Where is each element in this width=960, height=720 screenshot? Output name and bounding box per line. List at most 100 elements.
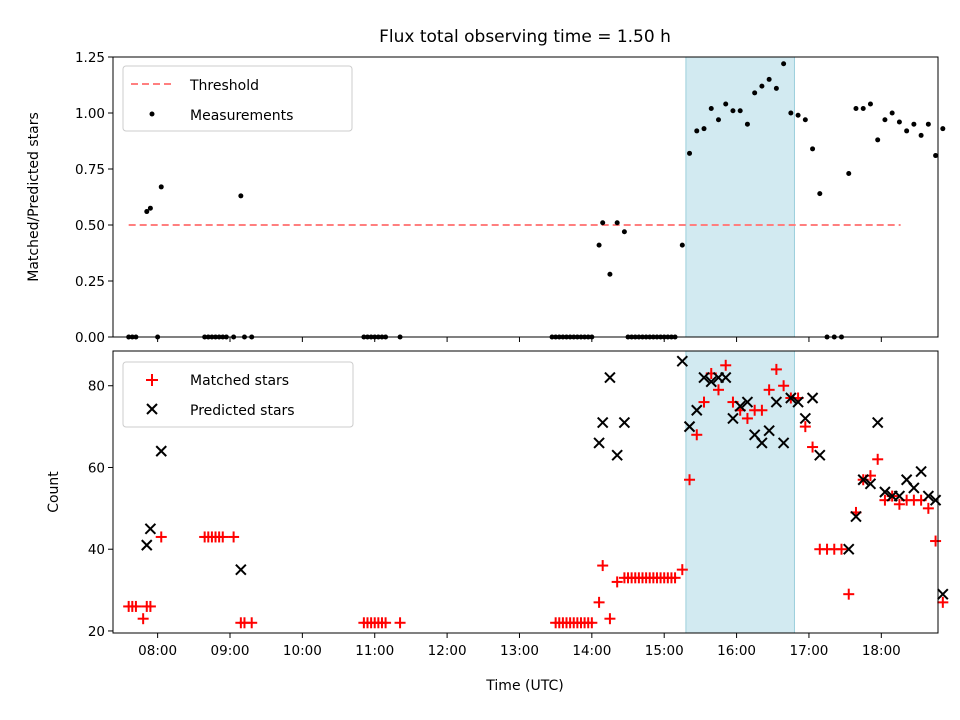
predicted-stars-point bbox=[814, 449, 826, 461]
matched-stars-point bbox=[799, 421, 811, 433]
observing-span-rect bbox=[685, 350, 795, 634]
legend-threshold-label: Threshold bbox=[189, 78, 259, 94]
matched-stars-point bbox=[937, 596, 949, 608]
matched-stars-point bbox=[836, 543, 848, 555]
measurements-point bbox=[795, 112, 801, 118]
matched-stars-point bbox=[394, 617, 406, 629]
y-tick-label: 20 bbox=[88, 624, 105, 640]
matched-stars-point bbox=[137, 613, 149, 625]
matched-stars-point bbox=[130, 600, 142, 612]
measurements-point bbox=[940, 126, 946, 132]
legend-predicted-label: Predicted stars bbox=[190, 403, 295, 419]
measurements-point bbox=[238, 193, 244, 199]
predicted-stars-point bbox=[770, 396, 783, 408]
measurements-point bbox=[773, 85, 779, 91]
matched-stars-point bbox=[807, 441, 819, 453]
predicted-stars-point bbox=[705, 375, 717, 388]
predicted-stars-point bbox=[799, 412, 812, 425]
predicted-stars-point bbox=[611, 449, 623, 461]
x-tick-label: 14:00 bbox=[572, 643, 611, 659]
matched-stars-point bbox=[228, 531, 240, 543]
predicted-stars-point bbox=[763, 424, 775, 437]
highlight-span bbox=[685, 350, 795, 634]
predicted-stars-point bbox=[806, 392, 819, 404]
measurements-point bbox=[679, 242, 685, 248]
predicted-stars-point bbox=[144, 523, 157, 535]
y-tick-label: 0.50 bbox=[75, 218, 105, 234]
predicted-stars-point bbox=[596, 416, 609, 429]
measurements-point bbox=[788, 110, 794, 116]
predicted-stars-point bbox=[593, 437, 605, 449]
measurements-point bbox=[918, 132, 924, 138]
matched-stars-point bbox=[586, 617, 598, 629]
measurements-point bbox=[752, 90, 758, 96]
measurements-point bbox=[614, 220, 620, 226]
predicted-stars-point bbox=[843, 543, 855, 555]
predicted-stars-point bbox=[720, 371, 732, 384]
predicted-stars-point bbox=[141, 539, 153, 551]
matched-stars-point bbox=[893, 498, 905, 510]
x-tick-label: 13:00 bbox=[500, 643, 539, 659]
predicted-stars-point bbox=[756, 437, 768, 449]
measurements-point bbox=[723, 101, 729, 107]
count-series bbox=[123, 355, 949, 629]
measurements-point bbox=[147, 205, 153, 211]
measurements-point bbox=[911, 121, 917, 127]
matched-stars-point bbox=[593, 596, 605, 608]
measurements-point bbox=[600, 220, 606, 226]
predicted-stars-point bbox=[908, 482, 920, 494]
matched-stars-point bbox=[756, 404, 768, 416]
matched-stars-point bbox=[843, 588, 855, 600]
predicted-stars-point bbox=[691, 404, 703, 416]
matched-stars-point bbox=[676, 564, 688, 576]
y-tick-label: 0.75 bbox=[75, 162, 105, 178]
matched-stars-point bbox=[380, 617, 392, 629]
measurements-point bbox=[896, 119, 902, 125]
measurements-point bbox=[607, 271, 613, 277]
measurements-point bbox=[158, 184, 164, 190]
measurements-point bbox=[144, 209, 150, 215]
measurements-point bbox=[730, 108, 736, 114]
y-tick-label: 80 bbox=[88, 379, 105, 395]
legend-matched-label: Matched stars bbox=[190, 373, 289, 389]
plot-frame bbox=[112, 350, 939, 634]
measurements-point bbox=[904, 128, 910, 134]
y-axis-label-ratio: Matched/Predicted stars bbox=[26, 112, 42, 282]
predicted-stars-point bbox=[879, 486, 891, 498]
plot-frame bbox=[112, 56, 939, 338]
matched-stars-point bbox=[922, 502, 934, 514]
measurements-point bbox=[621, 229, 627, 235]
predicted-stars-point bbox=[864, 478, 877, 490]
measurements-point bbox=[759, 83, 765, 89]
predicted-stars-point bbox=[937, 588, 949, 600]
measurements-point bbox=[846, 170, 852, 176]
matched-stars-point bbox=[763, 384, 775, 396]
measurements-point bbox=[694, 128, 700, 134]
matched-stars-point bbox=[691, 429, 703, 441]
measurements-point bbox=[882, 117, 888, 123]
matched-stars-point bbox=[930, 535, 942, 547]
y-tick-label: 40 bbox=[88, 542, 105, 558]
measurements-point bbox=[875, 137, 881, 143]
matched-stars-point bbox=[604, 613, 616, 625]
legend-matched-swatch bbox=[146, 374, 158, 386]
measurements-point bbox=[715, 117, 721, 123]
x-tick-label: 08:00 bbox=[138, 643, 177, 659]
measurements-point bbox=[860, 106, 866, 112]
legend-measurements-swatch bbox=[149, 111, 155, 117]
x-tick-label: 16:00 bbox=[717, 643, 756, 659]
matched-stars-point bbox=[669, 572, 681, 584]
legend-top: Threshold Measurements bbox=[122, 65, 353, 132]
y-tick-label: 0.00 bbox=[75, 330, 105, 346]
y-tick-label: 1.00 bbox=[75, 106, 105, 122]
measurements-series bbox=[126, 61, 946, 340]
x-axis-label: Time (UTC) bbox=[485, 678, 563, 694]
matched-stars-point bbox=[144, 600, 156, 612]
predicted-stars-point bbox=[741, 396, 754, 408]
y-tick-label: 1.25 bbox=[75, 50, 105, 66]
x-tick-label: 09:00 bbox=[211, 643, 250, 659]
predicted-stars-point bbox=[698, 371, 710, 384]
y-tick-label: 0.25 bbox=[75, 274, 105, 290]
legend-predicted-swatch bbox=[146, 403, 158, 415]
